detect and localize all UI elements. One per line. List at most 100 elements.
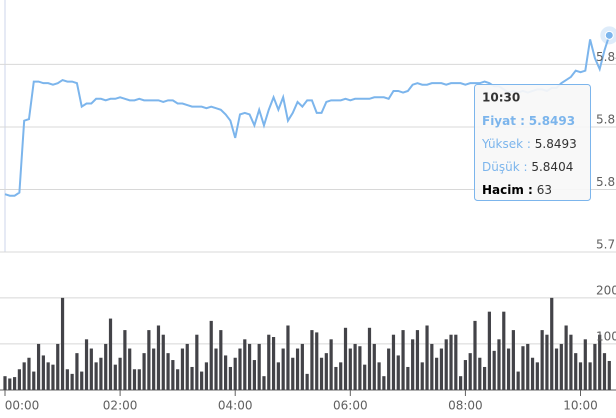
volume-bar [300,343,304,390]
volume-bar [487,311,491,390]
volume-bar [473,320,477,390]
volume-bar [56,343,60,390]
volume-bar [540,330,544,390]
tooltip-row: Hacim : 63 [482,183,552,197]
volume-bar [17,369,21,390]
volume-bars [3,297,611,390]
volume-bar [247,343,252,390]
volume-bar [439,348,444,390]
volume-bar [305,373,309,390]
volume-bar [161,334,165,390]
volume-bar [94,362,98,390]
volume-bar [180,348,185,390]
volume-bar [415,330,420,390]
volume-bar [238,348,242,390]
volume-bar [166,353,170,390]
volume-bar [506,348,511,390]
volume-bar [435,357,439,390]
volume-bar [550,297,554,390]
volume-bar [233,357,237,390]
volume-bar [80,371,84,390]
volume-bar [12,377,17,390]
volume-bar [65,369,69,390]
volume-bar [449,334,453,390]
volume-bar [516,371,520,390]
volume-bar [329,339,333,390]
volume-bar [228,366,233,390]
volume-bar [41,355,45,390]
volume-bar [113,364,117,390]
volume-bar [204,362,209,390]
volume-bar [444,339,448,390]
x-tick-label: 08:00 [448,399,483,413]
volume-bar [482,366,487,390]
volume-bar [291,357,295,390]
volume-bar [147,330,151,390]
y-tick-label: 5.78 [596,238,616,252]
y-tick-label: 200 [596,283,616,297]
volume-bar [387,348,391,390]
volume-bar [209,320,213,390]
volume-bar [607,360,611,390]
volume-bar [132,369,137,390]
tooltip-box [474,84,591,201]
volume-bar [142,353,146,390]
volume-bar [262,376,266,390]
volume-bar [358,346,362,390]
volume-bar [511,330,515,390]
volume-bar [545,334,549,390]
volume-bar [521,346,525,390]
volume-bar [243,339,247,390]
volume-bar [459,376,463,390]
volume-bar [535,362,539,390]
volume-bar [430,343,434,390]
volume-bar [176,369,180,390]
volume-bar [598,334,602,390]
volume-bar [588,362,592,390]
volume-bar [224,355,228,390]
volume-bar [348,348,352,390]
volume-bar [89,348,93,390]
x-tick-label: 10:00 [563,399,598,413]
volume-bar [526,343,530,390]
volume-bar [502,311,506,390]
volume-bar [593,343,597,390]
x-tick-label: 06:00 [333,399,368,413]
tooltip-label: Hacim : [482,183,533,197]
tooltip-row: Yüksek : 5.8493 [481,137,577,151]
volume-bar [401,330,405,390]
volume-bar [478,357,482,390]
labels: 5.78 5.8 5.82 5.84 100 200 00:00 02:00 04:00 06:0… [4,50,616,413]
volume-bar [32,371,36,390]
volume-bar [137,369,141,390]
volume-bar [108,318,113,390]
tooltip-row: Fiyat : 5.8493 [482,114,575,128]
volume-bar [554,348,559,390]
tooltip-value: 5.8493 [535,137,577,151]
volume-bar [425,325,429,390]
volume-bar [497,339,501,390]
volume-bar [334,366,338,390]
volume-bar [310,330,314,390]
volume-bar [84,339,89,390]
volume-bar [363,364,367,390]
volume-bar [319,357,324,390]
volume-bar [257,343,261,390]
volume-bar [324,353,328,390]
volume-bar [281,348,285,390]
volume-bar [463,360,468,390]
volume-bar [219,330,223,390]
volume-bar [583,339,587,390]
volume-bar [70,373,74,390]
volume-bar [420,362,424,390]
tooltip-label: Yüksek : [481,137,531,151]
volume-bar [267,334,271,390]
volume-bar [22,362,26,390]
volume-bar [295,348,300,390]
volume-bar [343,327,348,390]
volume-bar [195,334,199,390]
volume-bar [286,325,290,390]
volume-bar [578,362,583,390]
volume-bar [271,337,276,390]
volume-bar [564,325,568,390]
